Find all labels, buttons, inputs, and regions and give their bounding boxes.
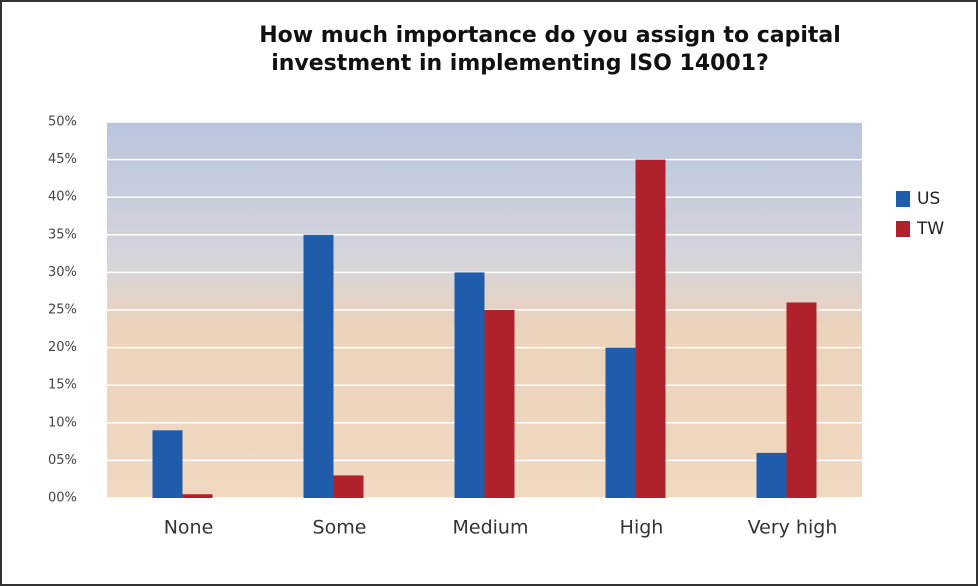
bar (635, 159, 666, 498)
y-tick-label: 30% (48, 265, 77, 280)
y-tick-label: 40% (48, 190, 77, 205)
y-tick-label: 45% (48, 152, 77, 167)
y-tick-label: 10% (48, 415, 77, 430)
x-tick-label: Medium (453, 517, 529, 539)
y-tick-label: 25% (48, 303, 77, 318)
bar (786, 302, 817, 498)
bar (333, 475, 364, 498)
bar (756, 452, 787, 498)
bar (152, 430, 183, 498)
x-tick-label: Some (313, 517, 367, 539)
legend-swatch (896, 191, 910, 207)
legend-label: US (917, 189, 940, 209)
chart-title: How much importance do you assign to cap… (259, 23, 841, 48)
y-tick-label: 35% (48, 227, 77, 242)
x-tick-label: High (620, 517, 664, 539)
bar (303, 234, 334, 499)
bar (454, 272, 485, 498)
bar (484, 310, 515, 498)
legend-label: TW (916, 219, 944, 239)
bar (605, 347, 636, 498)
bar (182, 494, 213, 498)
y-tick-label: 15% (48, 378, 77, 393)
y-tick-label: 00% (48, 491, 77, 506)
x-tick-label: Very high (748, 517, 838, 539)
legend-swatch (896, 221, 910, 237)
x-tick-label: None (164, 517, 214, 539)
y-tick-label: 50% (48, 115, 77, 130)
y-tick-label: 05% (48, 453, 77, 468)
chart-title: investment in implementing ISO 14001? (271, 51, 769, 76)
y-tick-label: 20% (48, 340, 77, 355)
